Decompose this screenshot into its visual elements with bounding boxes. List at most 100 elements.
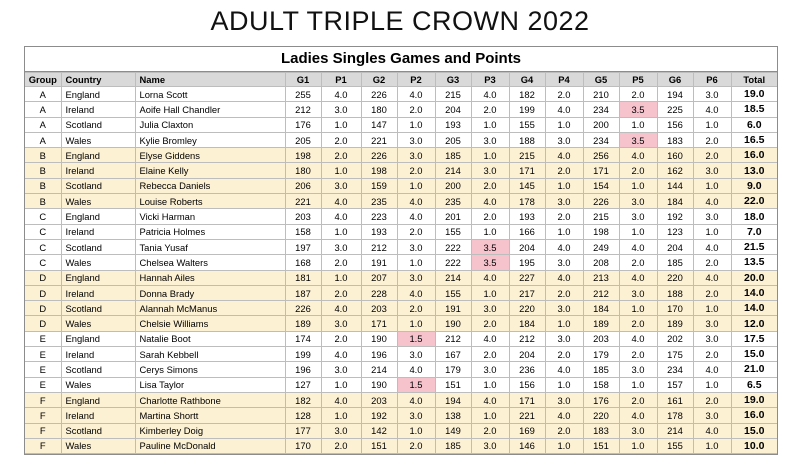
cell-g2: 171 [360,315,398,332]
column-header-g5: G5 [582,72,620,87]
cell-p6: 4.0 [692,238,732,256]
cell-p2: 4.0 [396,361,436,378]
cell-p6: 3.0 [692,162,732,179]
cell-p3: 2.0 [470,315,510,332]
cell-g1: 198 [284,147,322,164]
cell-p1: 2.0 [320,147,362,164]
cell-group: C [25,208,62,225]
cell-p3: 4.0 [470,391,510,409]
column-header-g3: G3 [434,72,472,87]
cell-g5: 226 [582,193,620,210]
cell-g6: 184 [656,193,694,210]
cell-g5: 176 [582,391,620,409]
cell-g6: 188 [656,284,694,302]
cell-g1: 255 [284,85,322,103]
cell-p1: 3.0 [320,177,362,195]
cell-name: Chelsea Walters [134,254,286,271]
cell-g5: 179 [582,346,620,363]
cell-g3: 235 [434,193,472,210]
cell-g1: 203 [284,208,322,225]
column-header-country: Country [60,72,136,87]
cell-p2: 4.0 [396,284,436,302]
cell-g1: 176 [284,116,322,133]
cell-p2: 2.0 [396,223,436,240]
cell-g5: 213 [582,269,620,286]
table-row: F Scotland Kimberley Doig 177 3.0 142 1.0 149 2.… [25,422,777,439]
cell-g2: 214 [360,361,398,378]
cell-g3: 185 [434,147,472,164]
cell-p5: 3.5 [618,101,658,118]
cell-name: Lisa Taylor [134,376,286,393]
cell-p4: 2.0 [544,162,584,179]
cell-g5: 189 [582,315,620,332]
cell-g4: 227 [508,269,546,286]
cell-group: E [25,330,62,348]
cell-g6: 156 [656,116,694,133]
cell-g1: 174 [284,330,322,348]
table-row: F England Charlotte Rathbone 182 4.0 203 4.0 19… [25,391,777,409]
column-header-p1: P1 [320,72,362,87]
cell-total: 18.5 [730,101,777,118]
cell-g5: 208 [582,254,620,271]
cell-p2: 3.0 [396,238,436,256]
cell-p2: 2.0 [396,300,436,317]
cell-g6: 157 [656,376,694,393]
cell-p3: 1.0 [470,116,510,133]
cell-name: Sarah Kebbell [134,346,286,363]
cell-name: Julia Claxton [134,116,286,133]
cell-name: Martina Shortt [134,407,286,424]
table-row: B Wales Louise Roberts 221 4.0 235 4.0 235 4.0 17… [25,193,777,210]
cell-p4: 1.0 [544,437,584,455]
cell-p2: 4.0 [396,193,436,210]
cell-g6: 123 [656,223,694,240]
cell-g3: 155 [434,284,472,302]
cell-p2: 4.0 [396,85,436,103]
column-header-p6: P6 [692,72,732,87]
cell-p1: 3.0 [320,315,362,332]
cell-p1: 4.0 [320,193,362,210]
cell-g1: 180 [284,162,322,179]
cell-g6: 202 [656,330,694,348]
cell-p4: 3.0 [544,330,584,348]
cell-p4: 2.0 [544,422,584,439]
cell-total: 13.0 [730,162,777,179]
table-row: F Ireland Martina Shortt 128 1.0 192 3.0 138 1.0… [25,407,777,424]
cell-g3: 193 [434,116,472,133]
cell-p1: 3.0 [320,101,362,118]
cell-country: Ireland [60,162,136,179]
cell-group: E [25,376,62,393]
cell-g5: 210 [582,85,620,103]
cell-g6: 162 [656,162,694,179]
cell-p4: 4.0 [544,238,584,256]
cell-g3: 214 [434,162,472,179]
cell-total: 15.0 [730,346,777,363]
cell-p5: 1.0 [618,376,658,393]
cell-p1: 4.0 [320,208,362,225]
cell-p3: 2.0 [470,346,510,363]
cell-p3: 3.0 [470,131,510,149]
cell-g3: 191 [434,300,472,317]
cell-total: 17.5 [730,330,777,348]
cell-g2: 226 [360,85,398,103]
cell-g4: 215 [508,147,546,164]
cell-p5: 3.0 [618,284,658,302]
cell-g6: 160 [656,147,694,164]
column-header-g4: G4 [508,72,546,87]
cell-g1: 182 [284,391,322,409]
cell-country: Wales [60,193,136,210]
cell-g6: 192 [656,208,694,225]
cell-g1: 199 [284,346,322,363]
cell-p4: 3.0 [544,300,584,317]
cell-p5: 4.0 [618,407,658,424]
table-row: A Ireland Aoife Hall Chandler 212 3.0 180 2.0 2… [25,101,777,118]
cell-country: Ireland [60,346,136,363]
cell-p3: 1.0 [470,376,510,393]
cell-p1: 2.0 [320,284,362,302]
cell-total: 16.0 [730,407,777,424]
cell-name: Chelsie Williams [134,315,286,332]
cell-g4: 204 [508,238,546,256]
cell-p1: 1.0 [320,407,362,424]
cell-p5: 3.0 [618,208,658,225]
table-row: D Ireland Donna Brady 187 2.0 228 4.0 155 1.0 217… [25,284,777,302]
cell-p1: 4.0 [320,300,362,317]
